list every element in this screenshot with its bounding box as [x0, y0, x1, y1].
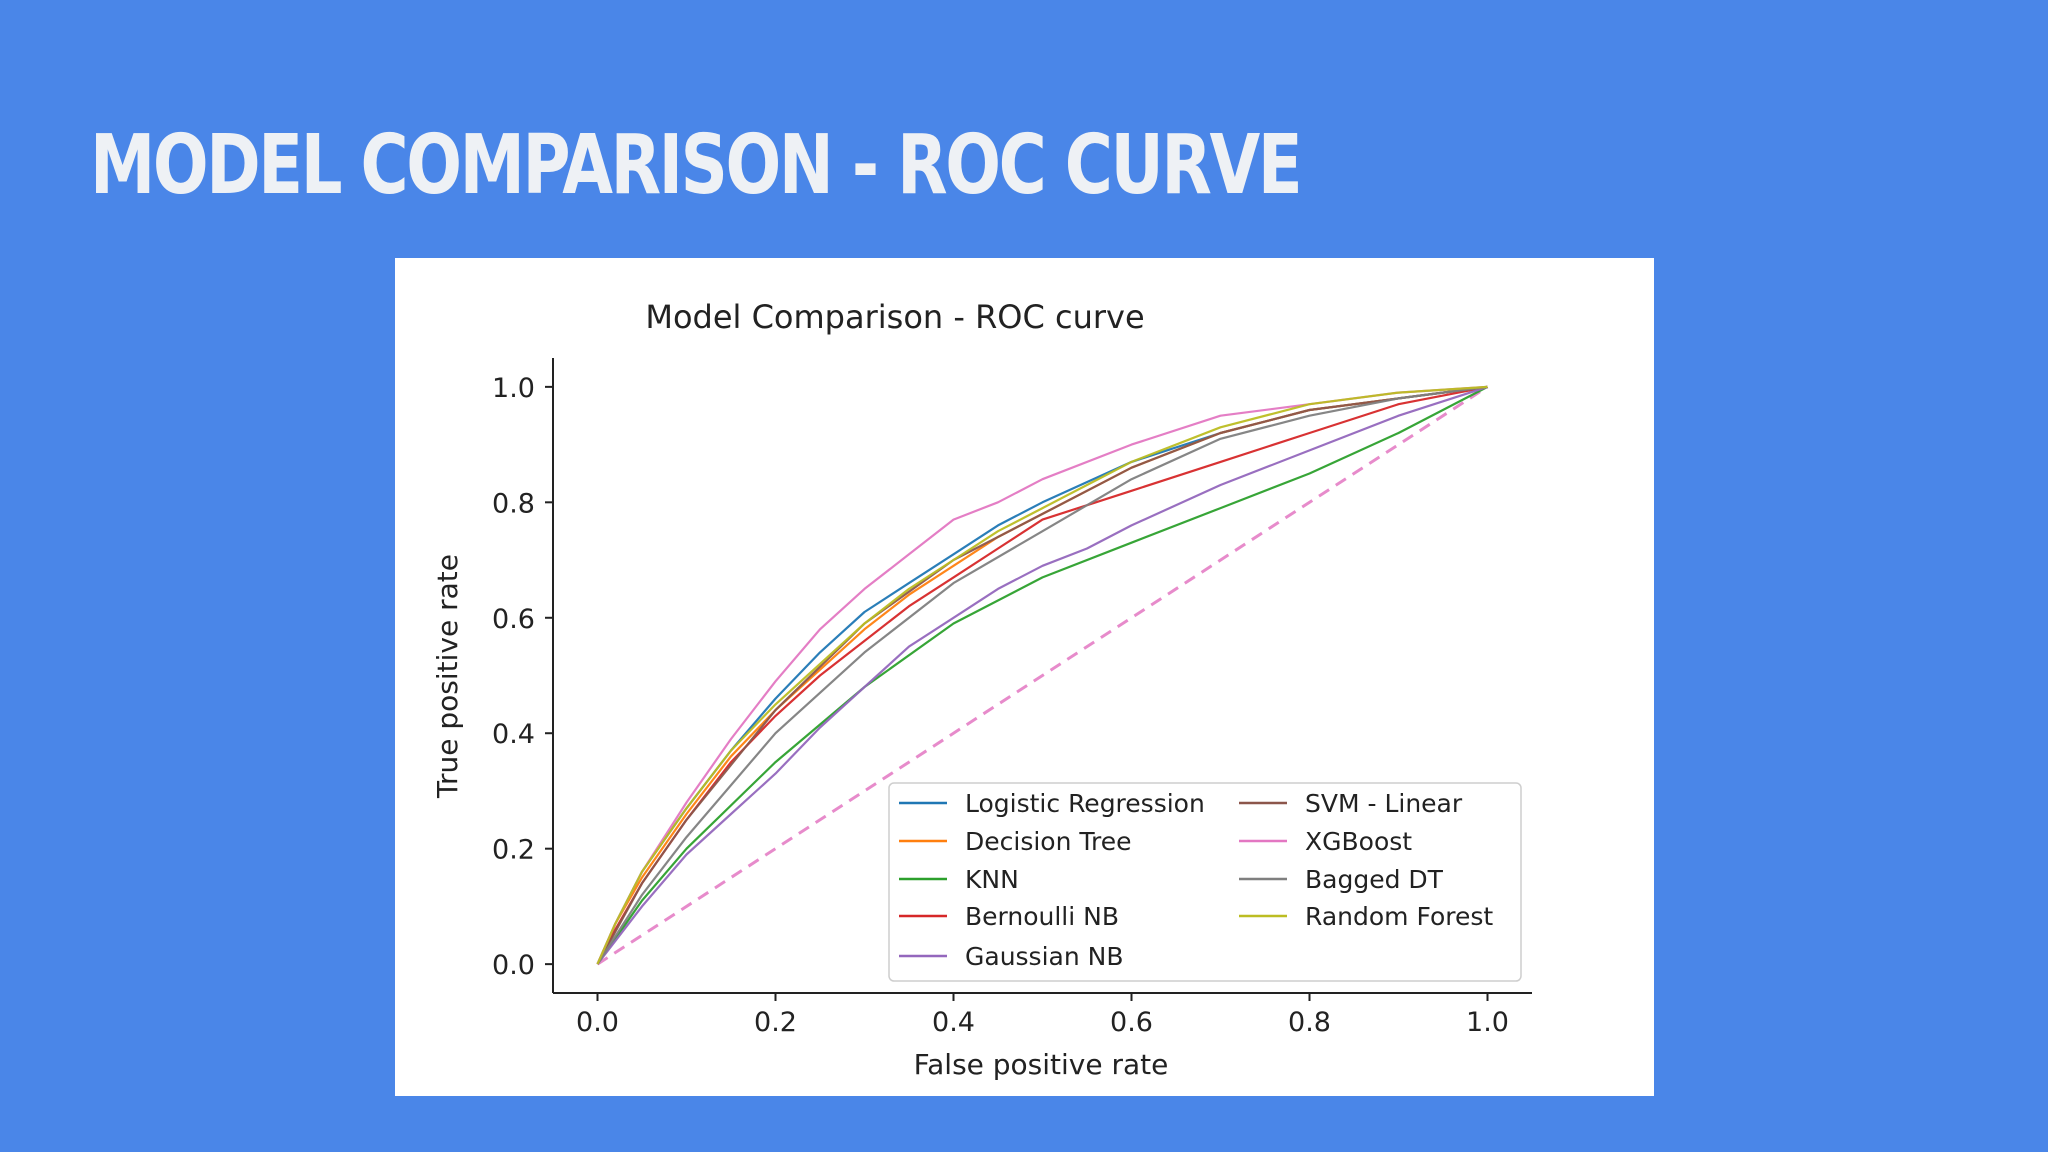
legend-label: XGBoost	[1305, 827, 1412, 856]
series-line-knn	[596, 385, 1489, 965]
y-tick-label: 0.8	[492, 488, 535, 519]
y-tick-label: 0.2	[492, 835, 535, 866]
chart-figure: Model Comparison - ROC curve False posit…	[395, 258, 1654, 1096]
legend-label: Bagged DT	[1305, 865, 1444, 894]
series-line-bagged-dt	[596, 385, 1488, 965]
y-tick-label: 1.0	[492, 373, 535, 404]
y-tick-label: 0.6	[492, 604, 535, 635]
y-tick-label: 0.4	[492, 719, 535, 750]
legend-label: Bernoulli NB	[965, 902, 1119, 931]
legend-label: Decision Tree	[965, 827, 1131, 856]
diagonal-reference-line	[596, 385, 1489, 966]
legend-box	[888, 782, 1522, 982]
x-axis-label: False positive rate	[914, 1048, 1169, 1081]
y-tick-label: 0.0	[492, 950, 535, 981]
legend-label: Random Forest	[1305, 902, 1493, 931]
x-tick-label: 0.4	[932, 1007, 975, 1038]
x-tick-label: 0.0	[576, 1007, 619, 1038]
series-line-svm-linear	[596, 385, 1488, 965]
roc-chart: Model Comparison - ROC curve False posit…	[431, 298, 1532, 1081]
slide-title: Model Comparison - ROC Curve	[90, 118, 1303, 213]
legend-label: Gaussian NB	[965, 942, 1124, 971]
legend-label: Logistic Regression	[965, 789, 1205, 818]
legend-label: KNN	[965, 865, 1019, 894]
x-tick-label: 0.6	[1110, 1007, 1153, 1038]
series-line-random-forest	[596, 385, 1488, 965]
chart-title: Model Comparison - ROC curve	[645, 298, 1144, 336]
y-axis-label: True positive rate	[431, 554, 464, 799]
series-line-xgboost	[596, 385, 1488, 965]
series-line-gaussian-nb	[596, 385, 1488, 965]
x-tick-label: 0.2	[754, 1007, 797, 1038]
x-tick-label: 1.0	[1466, 1007, 1509, 1038]
x-tick-label: 0.8	[1288, 1007, 1331, 1038]
legend-label: SVM - Linear	[1305, 789, 1463, 818]
